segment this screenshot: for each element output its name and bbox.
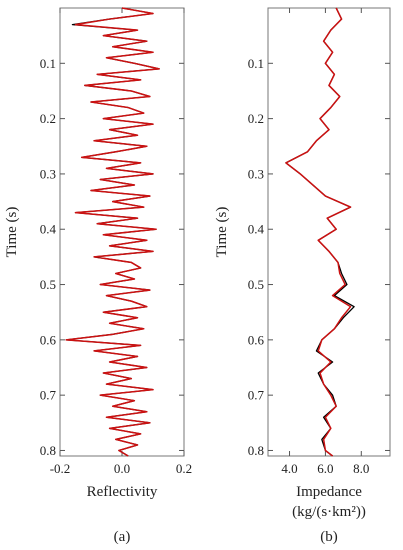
panel-b-impedance-chart: 0.1 0.2 0.3 0.4 0.5 0.6 0.7 0.8 4.0 6.0 8.0 Time … [214,7,391,545]
panel-b-xtick-label: 4.0 [281,461,297,476]
panel-b-ytick-label: 0.5 [248,277,264,292]
panel-b-ytick-label: 0.7 [248,388,265,403]
panel-b-y-axis: 0.1 0.2 0.3 0.4 0.5 0.6 0.7 0.8 [248,56,390,458]
panel-a-xtick-label: -0.2 [50,461,71,476]
panel-a-reflectivity-chart: 0.1 0.2 0.3 0.4 0.5 0.6 0.7 0.8 -0.2 0.0 0.2 Time… [4,7,192,545]
panel-a-y-axis: 0.1 0.2 0.3 0.4 0.5 0.6 0.7 0.8 [40,56,184,458]
panel-b-ytick-label: 0.3 [248,166,264,181]
panel-b-frame [267,7,391,457]
panel-b-ytick-label: 0.6 [248,332,265,347]
panel-b-ytick-label: 0.2 [248,111,264,126]
panel-b-xtick-label: 6.0 [317,461,333,476]
panel-b-series-estimated-line [285,7,352,457]
panel-b-x-axis: 4.0 6.0 8.0 [281,8,369,476]
panel-b-ytick-label: 0.4 [248,222,265,237]
panel-b-xlabel-unit: (kg/(s·km²)) [292,504,366,520]
panel-a-xtick-label: 0.0 [114,461,130,476]
panel-b-xtick-label: 8.0 [353,461,369,476]
panel-a-x-axis: -0.2 0.0 0.2 [50,8,192,476]
panel-b-ytick-label: 0.8 [248,443,264,458]
panel-b-series-true-line [285,7,355,457]
panel-a-ytick-label: 0.8 [40,443,56,458]
panel-b-xlabel: Impedance [296,484,362,500]
panel-a-xlabel: Reflectivity [87,484,158,500]
panel-a-series-group [65,7,160,457]
panel-a-ytick-label: 0.1 [40,56,56,71]
panel-b-ylabel: Time (s) [214,207,230,258]
panel-a-letter: (a) [114,529,131,545]
panel-a-ytick-label: 0.2 [40,111,56,126]
panel-a-ytick-label: 0.4 [40,222,57,237]
panel-a-ytick-label: 0.6 [40,332,57,347]
panel-a-frame [59,7,185,457]
panel-b-ytick-label: 0.1 [248,56,264,71]
panel-a-ytick-label: 0.5 [40,277,56,292]
panel-a-ytick-label: 0.7 [40,388,57,403]
panel-b-series-group [285,7,355,457]
panel-a-ylabel: Time (s) [4,207,20,258]
panel-b-letter: (b) [320,529,338,545]
panel-a-xtick-label: 0.2 [176,461,192,476]
panel-a-series-estimated-line [65,7,160,457]
panel-a-ytick-label: 0.3 [40,166,56,181]
